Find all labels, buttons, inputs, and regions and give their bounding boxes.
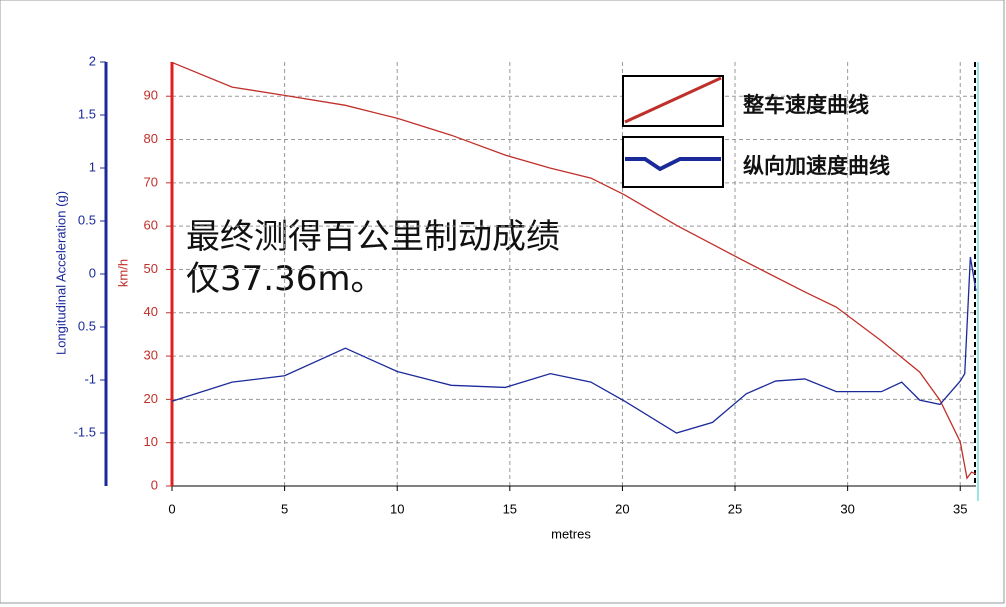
- x-tick-label: 30: [840, 501, 854, 516]
- y2-tick-label: 1: [89, 159, 96, 174]
- y2-tick-label: 0.5: [78, 212, 96, 227]
- line: [171, 256, 977, 434]
- annotation: 仅37.36m。: [186, 259, 384, 299]
- y-tick-label: 10: [144, 434, 158, 449]
- y2-tick-label: 0: [89, 265, 96, 280]
- x-tick-label: 5: [281, 501, 288, 516]
- y-tick-label: 0: [151, 477, 158, 492]
- x-tick-label: 10: [390, 501, 404, 516]
- x-tick-label: 0: [168, 501, 175, 516]
- y2-tick-label: -1: [84, 371, 96, 386]
- legend-swatch: [625, 157, 721, 172]
- legend-swatch: [624, 76, 722, 124]
- y2-tick-label: 0.5: [78, 318, 96, 333]
- y-tick-label: 90: [144, 88, 158, 103]
- x-tick-label: 20: [615, 501, 629, 516]
- y-tick-label: 80: [144, 131, 158, 146]
- x-axis-title: metres: [551, 526, 591, 541]
- y-axis-title: km/h: [115, 259, 130, 287]
- y-tick-label: 60: [144, 218, 158, 233]
- legend-box: [622, 136, 724, 188]
- y2-axis-title: Longitudinal Acceleration (g): [53, 191, 68, 355]
- y-tick-label: 30: [144, 348, 158, 363]
- y2-tick-label: -1.5: [74, 424, 96, 439]
- annotation: 最终测得百公里制动成绩: [186, 217, 560, 257]
- y2-tick-label: 1.5: [78, 106, 96, 121]
- y-tick-label: 40: [144, 304, 158, 319]
- x-tick-label: 25: [728, 501, 742, 516]
- legend-label: 纵向加速度曲线: [743, 154, 890, 178]
- y2-tick-label: 2: [89, 53, 96, 68]
- x-tick-label: 35: [953, 501, 967, 516]
- legend-label: 整车速度曲线: [743, 93, 869, 117]
- line: [171, 61, 977, 480]
- x-tick-label: 15: [503, 501, 517, 516]
- y-tick-label: 50: [144, 261, 158, 276]
- y-tick-label: 70: [144, 174, 158, 189]
- y-tick-label: 20: [144, 391, 158, 406]
